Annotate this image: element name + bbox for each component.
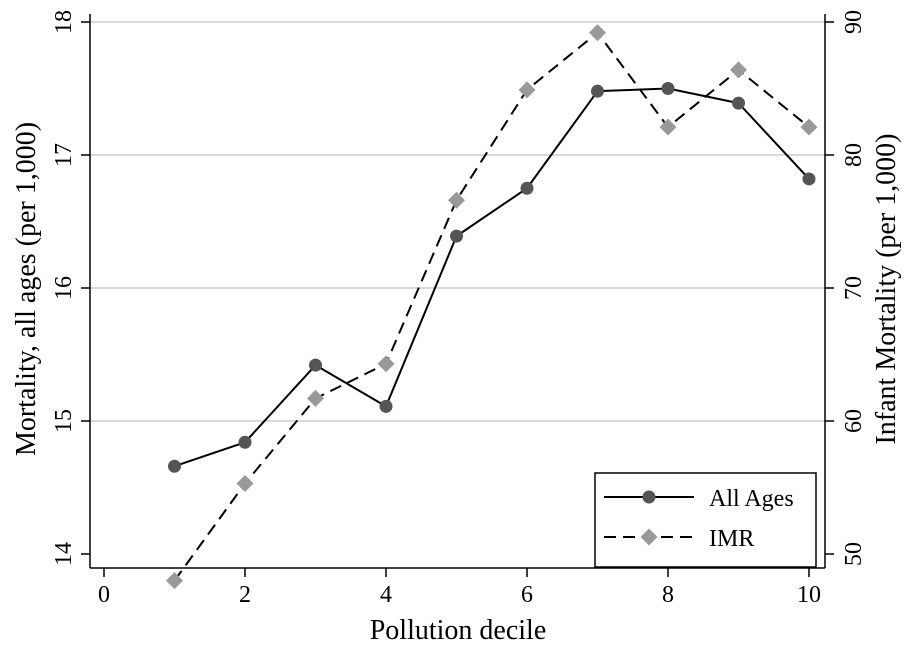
legend-label-imr: IMR [709, 526, 754, 552]
point-all-ages-8 [661, 82, 675, 95]
point-imr-2 [236, 475, 254, 492]
legend: All Ages IMR [594, 472, 817, 568]
point-all-ages-1 [168, 459, 181, 473]
point-imr-8 [659, 118, 677, 136]
point-imr-10 [800, 118, 818, 136]
y-right-tick-label-70: 70 [841, 276, 867, 300]
series-layer [166, 24, 818, 590]
y-left-tick-label-18: 18 [51, 10, 77, 34]
point-imr-4 [377, 355, 395, 373]
x-tick-label-2: 2 [239, 582, 251, 608]
series-line-all-ages [174, 87, 810, 468]
y-axis-right-title: Infant Mortality (per 1,000) [871, 133, 902, 444]
y-left-tick-label-17: 17 [51, 143, 77, 167]
point-imr-7 [589, 24, 606, 42]
legend-marker-imr [640, 528, 658, 546]
x-tick-label-10: 10 [797, 582, 821, 608]
axes [89, 14, 826, 569]
point-all-ages-3 [309, 358, 322, 372]
point-imr-6 [518, 81, 536, 99]
ticks: 0 2 4 6 8 10 14 15 16 17 18 50 60 70 80 90 [51, 10, 867, 608]
point-all-ages-4 [379, 399, 393, 413]
legend-marker-all-ages [642, 490, 656, 504]
y-axis-left-title: Mortality, all ages (per 1,000) [11, 122, 42, 456]
x-tick-label-4: 4 [380, 582, 392, 608]
point-imr-5 [448, 191, 465, 209]
x-tick-label-6: 6 [521, 582, 533, 608]
series-line-imr [173, 31, 810, 582]
x-axis-title: Pollution decile [370, 615, 547, 645]
point-imr-9 [730, 61, 747, 79]
y-left-tick-label-15: 15 [51, 409, 77, 433]
point-all-ages-10 [802, 172, 816, 186]
legend-label-all-ages: All Ages [709, 486, 794, 512]
x-tick-label-0: 0 [98, 582, 110, 608]
point-imr-3 [307, 389, 324, 407]
y-right-tick-label-80: 80 [841, 143, 867, 167]
point-imr-1 [166, 572, 183, 590]
y-right-tick-label-60: 60 [841, 409, 867, 433]
y-left-tick-label-14: 14 [51, 542, 77, 566]
y-left-tick-label-16: 16 [51, 276, 77, 300]
point-all-ages-7 [591, 84, 604, 98]
point-all-ages-5 [450, 229, 463, 243]
x-tick-label-8: 8 [662, 582, 674, 608]
point-all-ages-9 [732, 96, 745, 110]
y-right-tick-label-90: 90 [841, 10, 867, 34]
legend-box [594, 472, 817, 568]
point-all-ages-2 [238, 435, 252, 449]
gridlines [90, 21, 825, 422]
y-right-tick-label-50: 50 [841, 542, 867, 566]
point-all-ages-6 [520, 181, 534, 195]
